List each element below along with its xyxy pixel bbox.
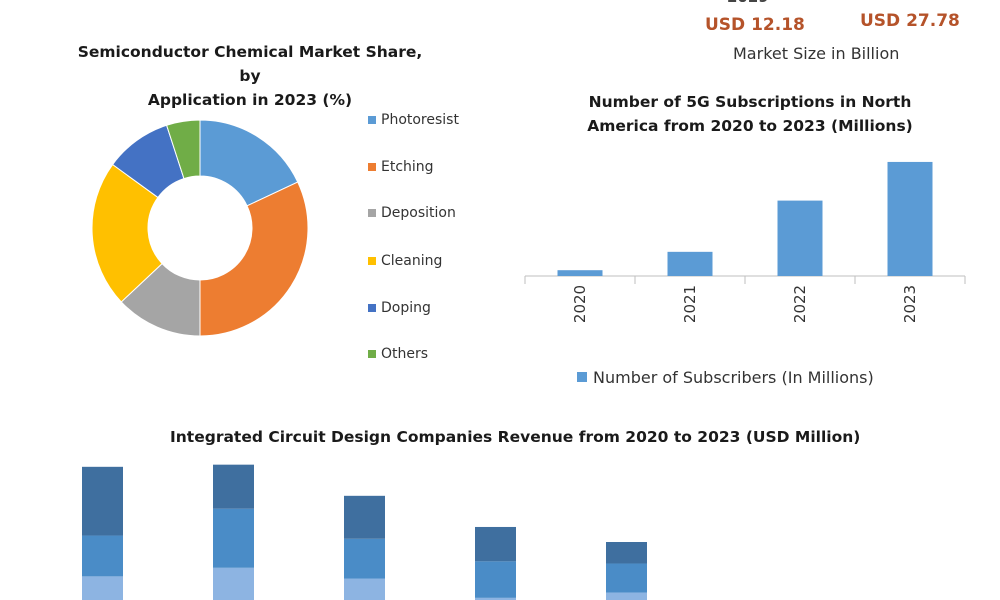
bar-2020 xyxy=(557,270,603,276)
x-tick-label-2020: 2020 xyxy=(571,285,589,323)
donut-legend-item-others: Others xyxy=(368,344,428,364)
bar-2021 xyxy=(667,251,713,276)
donut-legend-item-etching: Etching xyxy=(368,157,434,177)
bar-legend-swatch xyxy=(577,372,587,382)
bar-legend-label: Number of Subscribers (In Millions) xyxy=(593,367,874,387)
stacked-chart-title: Integrated Circuit Design Companies Reve… xyxy=(170,428,861,446)
donut-title-line-2: Application in 2023 (%) xyxy=(147,91,353,109)
x-tick-label-2023: 2023 xyxy=(901,285,919,323)
x-tick-label-2022: 2022 xyxy=(791,285,809,323)
bar-chart-title: Number of 5G Subscriptions in North Amer… xyxy=(540,90,960,138)
donut-chart xyxy=(91,119,309,337)
legend-swatch xyxy=(368,257,376,265)
market-header-title: 2029 xyxy=(727,0,769,6)
legend-label: Others xyxy=(381,346,429,362)
stacked-bar-3-segment-1 xyxy=(344,578,385,600)
legend-label: Photoresist xyxy=(381,112,459,128)
donut-legend-item-photoresist: Photoresist xyxy=(368,110,459,130)
ic-revenue-stacked-chart xyxy=(82,464,647,600)
stacked-bar-2-segment-1 xyxy=(213,567,254,600)
legend-swatch xyxy=(368,304,376,312)
stacked-bar-1-segment-2 xyxy=(82,535,123,577)
legend-swatch xyxy=(368,116,376,124)
donut-slice-etching xyxy=(199,181,309,337)
stacked-bar-5-segment-2 xyxy=(606,563,647,593)
donut-title-line-1: Semiconductor Chemical Market Share, by xyxy=(77,43,423,85)
usd-value-right: USD 27.78 xyxy=(860,11,960,31)
legend-swatch xyxy=(368,350,376,358)
stacked-bar-2-segment-2 xyxy=(213,508,254,568)
legend-label: Cleaning xyxy=(381,253,443,269)
legend-label: Doping xyxy=(381,300,431,316)
bar-title-line-1: Number of 5G Subscriptions in North xyxy=(588,93,912,111)
donut-legend-item-doping: Doping xyxy=(368,298,431,318)
stacked-bar-1-segment-1 xyxy=(82,576,123,600)
bar-2023 xyxy=(887,161,933,276)
bar-2022 xyxy=(777,200,823,276)
donut-slice-cleaning xyxy=(91,163,163,303)
donut-slice-photoresist xyxy=(199,119,299,207)
subscriptions-bar-chart: 2020 2021 2022 2023 xyxy=(524,161,966,323)
stacked-bar-4-segment-2 xyxy=(475,561,516,598)
donut-chart-title: Semiconductor Chemical Market Share, by … xyxy=(70,40,430,112)
legend-label: Deposition xyxy=(381,205,456,221)
market-size-label: Market Size in Billion xyxy=(733,44,900,63)
stacked-bar-2-segment-3 xyxy=(213,464,254,509)
legend-swatch xyxy=(368,209,376,217)
stacked-bar-3-segment-3 xyxy=(344,495,385,539)
bar-title-line-2: America from 2020 to 2023 (Millions) xyxy=(587,117,913,135)
stacked-bar-5-segment-1 xyxy=(606,592,647,600)
stacked-bar-1-segment-3 xyxy=(82,466,123,536)
legend-swatch xyxy=(368,163,376,171)
donut-slice-others xyxy=(165,119,201,180)
stacked-bar-4-segment-3 xyxy=(475,526,516,562)
stacked-bar-3-segment-2 xyxy=(344,538,385,579)
stacked-bar-4-segment-1 xyxy=(475,597,516,600)
legend-label: Etching xyxy=(381,159,434,175)
donut-legend-item-deposition: Deposition xyxy=(368,203,456,223)
stacked-bar-5-segment-3 xyxy=(606,542,647,564)
x-tick-label-2021: 2021 xyxy=(681,285,699,323)
usd-value-left: USD 12.18 xyxy=(705,15,805,35)
bar-legend: Number of Subscribers (In Millions) xyxy=(577,366,874,388)
donut-legend-item-cleaning: Cleaning xyxy=(368,251,442,271)
